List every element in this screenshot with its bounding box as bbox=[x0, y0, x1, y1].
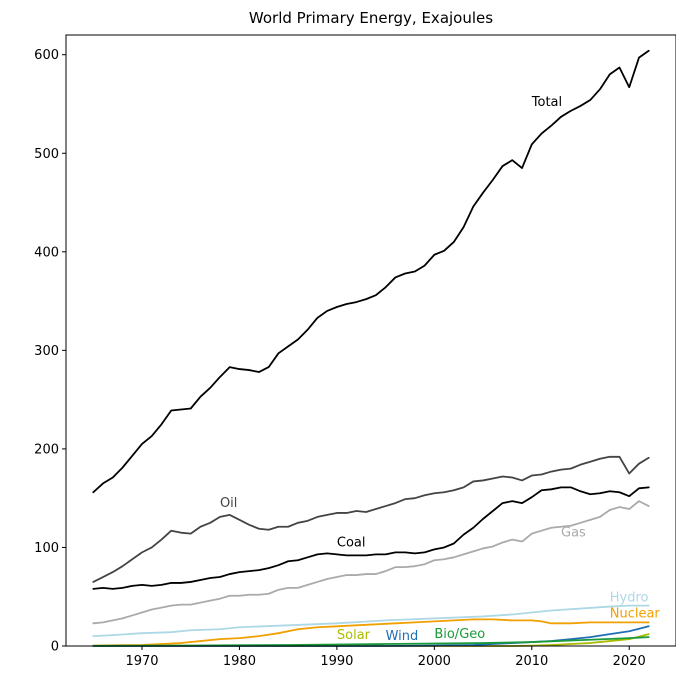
series-label-hydro: Hydro bbox=[610, 591, 649, 606]
series-line-hydro bbox=[92, 604, 650, 638]
y-tick-label-0: 0 bbox=[51, 640, 59, 655]
y-tick-label-100: 100 bbox=[34, 541, 59, 556]
x-tick-label-2000: 2000 bbox=[418, 654, 451, 669]
series-label-nuclear: Nuclear bbox=[610, 606, 661, 621]
y-tick-label-600: 600 bbox=[34, 48, 59, 63]
series-line-nuclear bbox=[92, 618, 650, 647]
series-line-bio-geo bbox=[92, 636, 650, 647]
y-axis: 0 100 200 300 400 500 600 bbox=[34, 48, 66, 655]
series-line-coal bbox=[92, 486, 650, 590]
series-line-total bbox=[92, 49, 650, 494]
series-label-bio-geo: Bio/Geo bbox=[434, 627, 485, 642]
x-axis: 1970 1980 1990 2000 2010 2020 bbox=[125, 646, 646, 669]
plot-frame bbox=[65, 34, 676, 647]
plot-lines bbox=[92, 49, 650, 647]
series-label-gas: Gas bbox=[561, 526, 586, 541]
series-line-gas bbox=[92, 500, 650, 625]
series-label-oil: Oil bbox=[220, 496, 237, 511]
y-tick-label-300: 300 bbox=[34, 344, 59, 359]
series-line-oil bbox=[92, 455, 650, 583]
x-tick-label-1990: 1990 bbox=[320, 654, 353, 669]
x-tick-label-2020: 2020 bbox=[613, 654, 646, 669]
series-label-coal: Coal bbox=[337, 535, 366, 550]
y-tick-label-400: 400 bbox=[34, 245, 59, 260]
x-tick-label-1970: 1970 bbox=[125, 654, 158, 669]
chart-title: World Primary Energy, Exajoules bbox=[249, 9, 493, 27]
series-label-total: Total bbox=[531, 95, 562, 110]
y-tick-label-500: 500 bbox=[34, 147, 59, 162]
x-tick-label-1980: 1980 bbox=[223, 654, 256, 669]
x-tick-label-2010: 2010 bbox=[515, 654, 548, 669]
y-tick-label-200: 200 bbox=[34, 442, 59, 457]
series-label-solar: Solar bbox=[337, 628, 371, 643]
series-label-wind: Wind bbox=[386, 629, 419, 644]
